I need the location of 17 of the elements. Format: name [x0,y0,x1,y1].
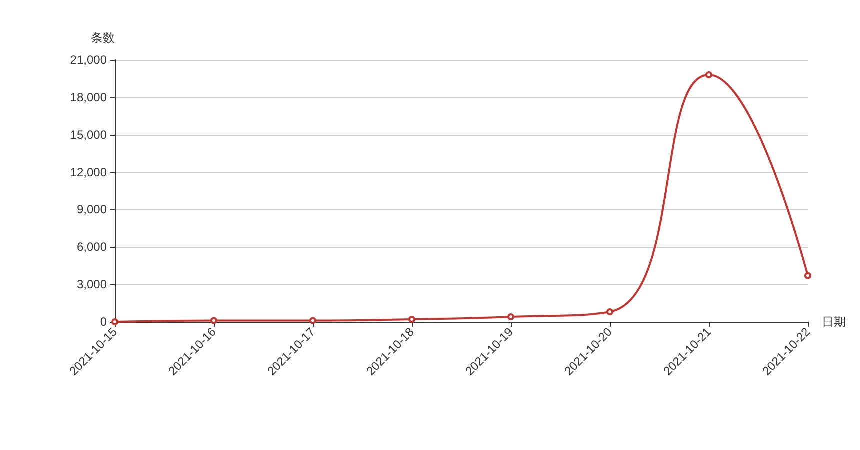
point [706,71,712,78]
y-tick-label: 9,000 [76,202,108,217]
y-tick-label: 18,000 [70,90,108,104]
y-tick-label: 6,000 [76,240,108,254]
point [508,314,514,321]
point [606,308,614,316]
y-tick-label: 0 [100,315,108,329]
point [310,317,316,324]
point [210,317,218,324]
x-axis-title: 日期 [822,315,846,329]
point [804,272,812,280]
y-tick-label: 12,000 [70,165,108,180]
y-tick-label: 21,000 [70,53,108,67]
y-tick-label: 3,000 [76,278,108,292]
y-tick-label: 15,000 [70,128,108,142]
y-axis-title: 条数 [91,31,115,45]
point [408,316,416,324]
